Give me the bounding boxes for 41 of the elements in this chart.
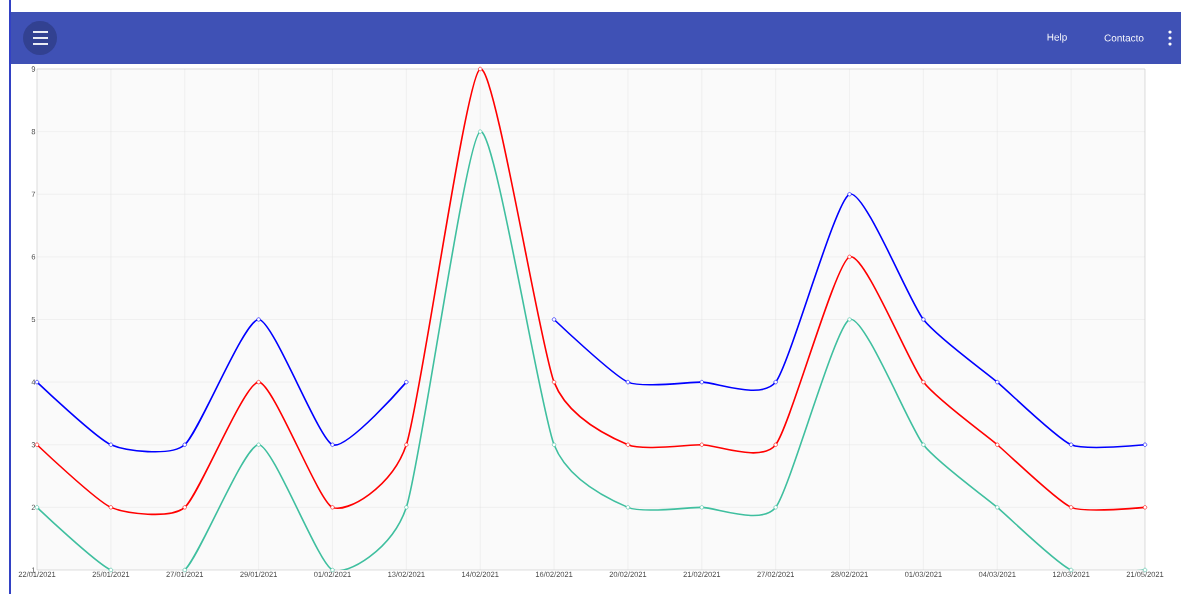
point [404, 442, 409, 447]
point [921, 442, 926, 447]
point [773, 442, 778, 447]
point [699, 380, 704, 385]
point [995, 442, 1000, 447]
point [773, 505, 778, 510]
point [625, 505, 631, 510]
point [478, 66, 483, 72]
point [699, 505, 704, 510]
point [625, 380, 631, 385]
text: Contacto [1104, 34, 1144, 42]
point [551, 380, 557, 385]
point [256, 380, 261, 385]
point [256, 442, 261, 447]
point [625, 442, 631, 447]
point [921, 380, 926, 385]
point [995, 380, 1000, 385]
point [1142, 505, 1148, 510]
point [404, 505, 409, 510]
point [847, 192, 852, 197]
point [773, 380, 778, 385]
point [1069, 442, 1074, 447]
point [478, 129, 483, 134]
point [182, 505, 187, 510]
point [1142, 442, 1148, 447]
point [551, 317, 557, 322]
point [108, 505, 113, 510]
point [1069, 505, 1074, 510]
point [182, 442, 187, 447]
point [108, 442, 113, 447]
point [330, 442, 335, 447]
point [847, 254, 852, 259]
text: Help [1047, 33, 1067, 43]
point [551, 442, 557, 447]
point [921, 317, 926, 322]
point [699, 442, 704, 447]
point [330, 505, 335, 510]
point [847, 317, 852, 322]
point [995, 505, 1000, 510]
point [404, 380, 409, 385]
point [256, 317, 261, 322]
